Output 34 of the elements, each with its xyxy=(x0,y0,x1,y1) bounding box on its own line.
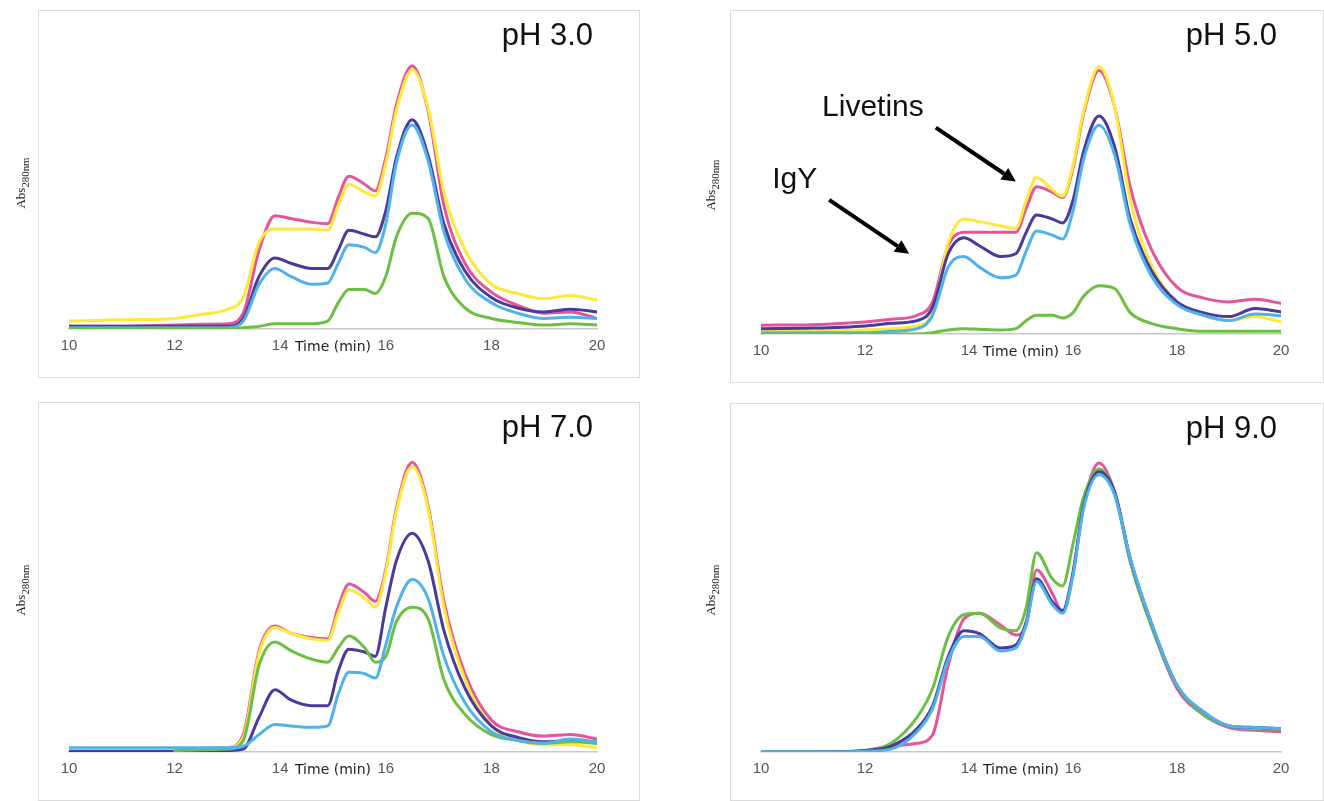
x-tick-label: 18 xyxy=(483,336,500,354)
annotation: IgY xyxy=(772,160,818,194)
x-tick-label: 18 xyxy=(1168,759,1186,777)
x-tick-label: 12 xyxy=(166,759,183,777)
x-tick-label: 14 xyxy=(271,759,289,777)
x-tick-label: 16 xyxy=(1064,341,1082,359)
x-tick-label: 10 xyxy=(752,759,770,777)
x-tick-label: 12 xyxy=(166,336,183,354)
x-tick-label: 10 xyxy=(60,336,78,354)
x-tick-label: 18 xyxy=(483,759,500,777)
x-tick-label: 10 xyxy=(60,759,78,777)
annotation: Livetins xyxy=(822,88,924,122)
x-axis-title: Time (min) xyxy=(293,760,372,777)
x-tick-label: 14 xyxy=(271,336,289,354)
x-tick-label: 20 xyxy=(1272,759,1290,777)
x-tick-label: 20 xyxy=(588,759,606,777)
chart-title: pH 7.0 xyxy=(501,409,593,445)
x-tick-label: 14 xyxy=(960,341,978,359)
x-tick-label: 16 xyxy=(377,336,395,354)
x-tick-label: 12 xyxy=(856,759,874,777)
chart-title: pH 9.0 xyxy=(1185,410,1277,446)
x-tick-label: 16 xyxy=(1064,759,1082,777)
x-tick-label: 20 xyxy=(588,336,606,354)
x-tick-label: 10 xyxy=(752,341,770,359)
x-axis-title: Time (min) xyxy=(981,760,1060,777)
x-tick-label: 16 xyxy=(377,759,395,777)
x-axis-title: Time (min) xyxy=(293,337,372,354)
x-axis-title: Time (min) xyxy=(981,342,1060,359)
x-tick-label: 14 xyxy=(960,759,978,777)
chart-title: pH 5.0 xyxy=(1185,17,1277,53)
chart-title: pH 3.0 xyxy=(501,17,593,53)
x-tick-label: 18 xyxy=(1168,341,1186,359)
x-tick-label: 20 xyxy=(1272,341,1290,359)
x-tick-label: 12 xyxy=(856,341,874,359)
